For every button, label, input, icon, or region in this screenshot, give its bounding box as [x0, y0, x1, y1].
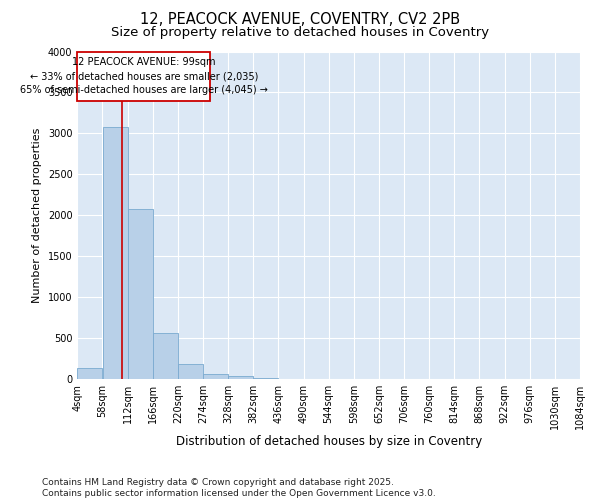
Bar — [153, 333, 178, 379]
Text: 12, PEACOCK AVENUE, COVENTRY, CV2 2PB: 12, PEACOCK AVENUE, COVENTRY, CV2 2PB — [140, 12, 460, 28]
FancyBboxPatch shape — [77, 52, 211, 100]
Bar — [203, 374, 228, 379]
Y-axis label: Number of detached properties: Number of detached properties — [32, 128, 42, 303]
Bar — [178, 364, 203, 379]
Bar — [103, 127, 128, 379]
Bar — [228, 376, 253, 379]
Text: Contains HM Land Registry data © Crown copyright and database right 2025.
Contai: Contains HM Land Registry data © Crown c… — [42, 478, 436, 498]
Text: 12 PEACOCK AVENUE: 99sqm
← 33% of detached houses are smaller (2,035)
65% of sem: 12 PEACOCK AVENUE: 99sqm ← 33% of detach… — [20, 58, 268, 96]
Bar — [77, 368, 103, 379]
Bar — [128, 210, 152, 379]
X-axis label: Distribution of detached houses by size in Coventry: Distribution of detached houses by size … — [176, 434, 482, 448]
Text: Size of property relative to detached houses in Coventry: Size of property relative to detached ho… — [111, 26, 489, 39]
